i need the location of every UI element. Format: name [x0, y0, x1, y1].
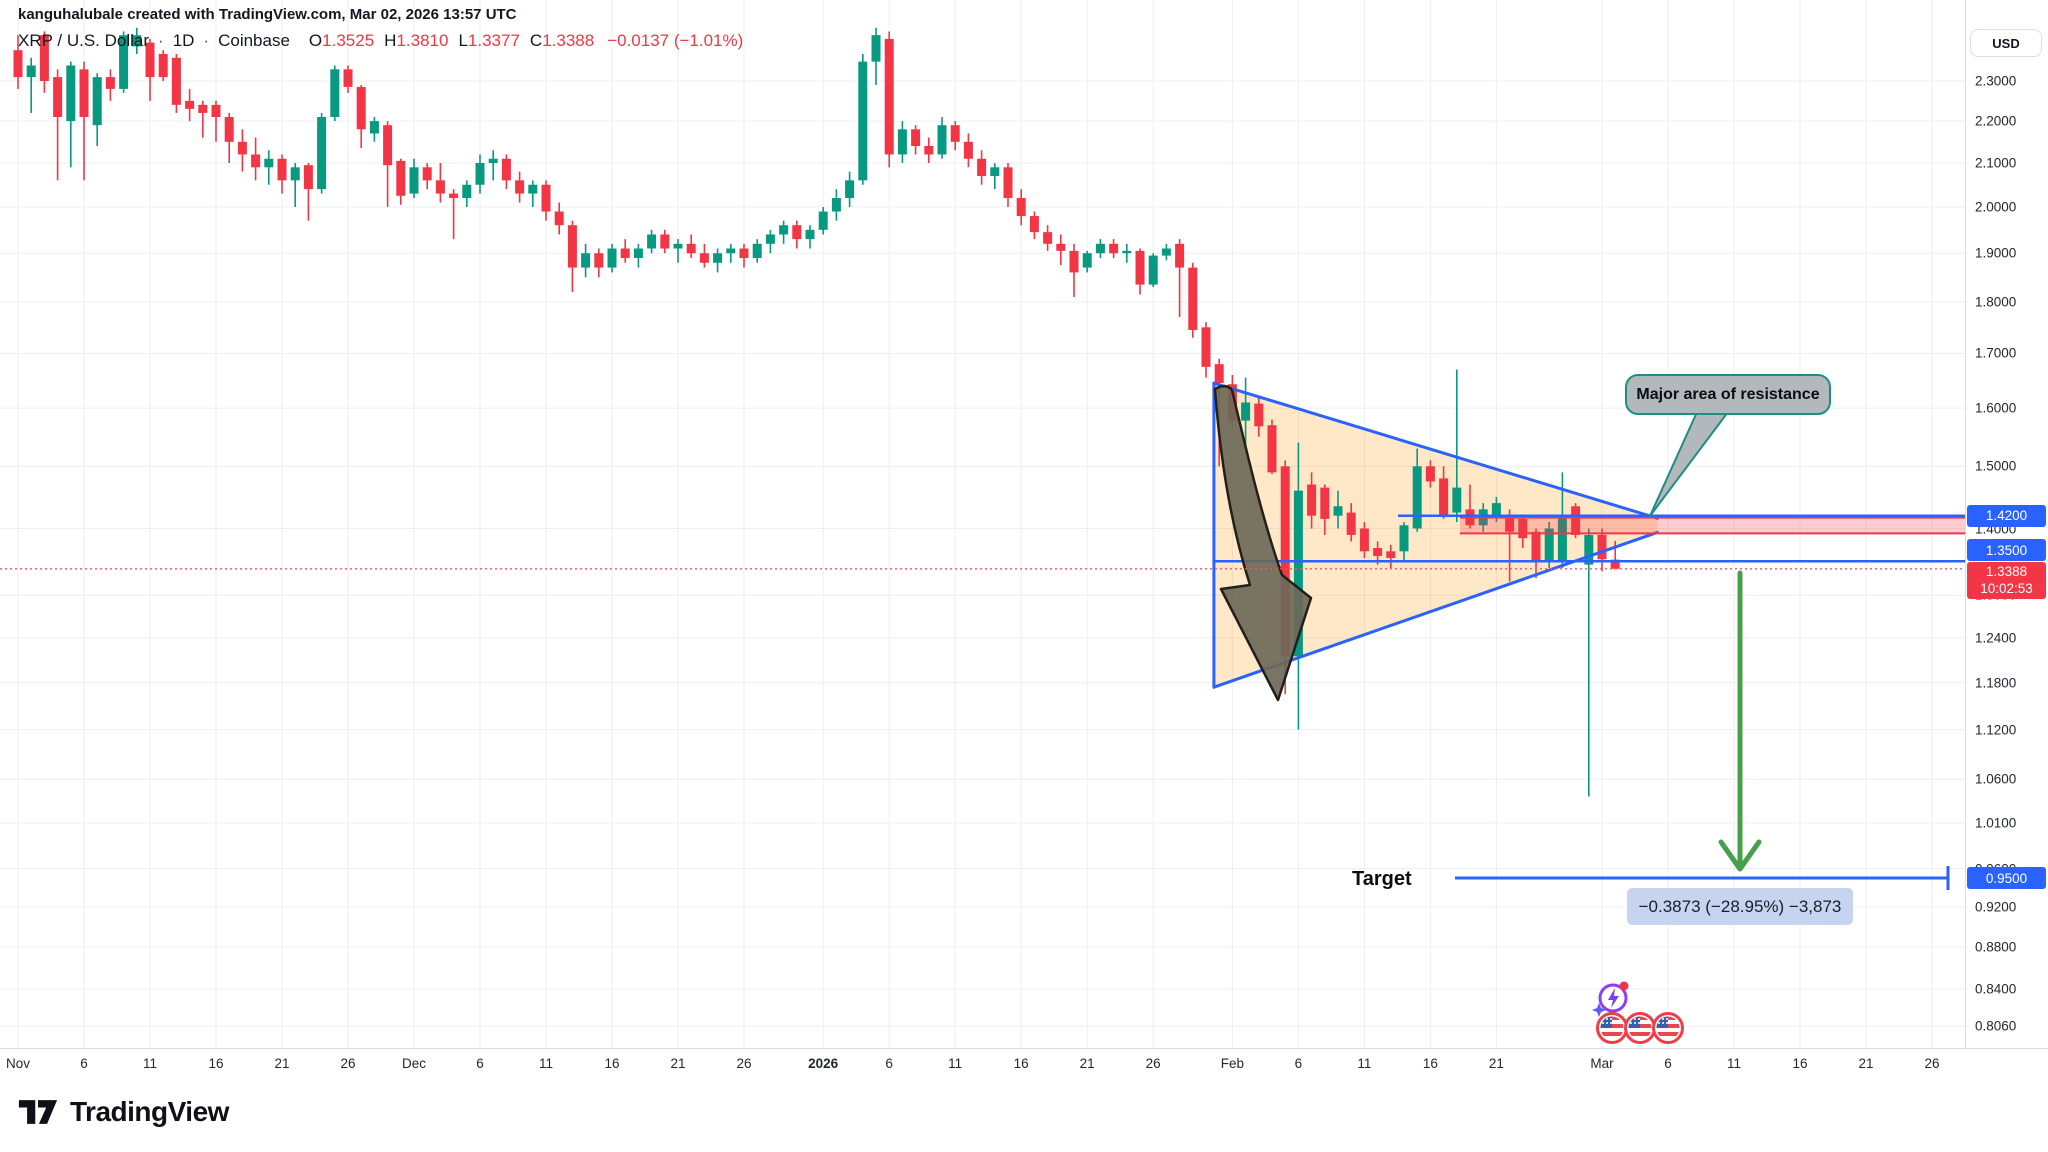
ohlc-letter: L	[458, 31, 468, 50]
price-axis-label: 1.2400	[1975, 630, 2017, 646]
currency-usd-button[interactable]: USD	[1970, 29, 2042, 57]
time-axis-label: 16	[1013, 1056, 1029, 1071]
price-axis-label: 0.8400	[1975, 981, 2017, 997]
price-axis[interactable]: USD 2.3000 2.2000 2.1000 2.0000 1.9000 1.8000…	[1965, 0, 2048, 1048]
time-axis-label: 21	[1079, 1056, 1095, 1071]
price-level-badge: 0.9500	[1967, 867, 2046, 890]
legend-separator: ·	[203, 31, 210, 50]
time-axis-label: 11	[1726, 1056, 1741, 1071]
price-axis-label: 1.5000	[1975, 458, 2017, 474]
attribution: kanguhalubale created with TradingView.c…	[18, 6, 517, 23]
price-axis-label: 0.8800	[1975, 939, 2017, 955]
time-axis-label: 16	[1792, 1056, 1808, 1071]
tradingview-wordmark: TradingView	[70, 1096, 229, 1127]
flash-event-icon[interactable]	[1592, 981, 1629, 1018]
time-axis-label: 26	[340, 1056, 356, 1071]
time-axis-label: 6	[1294, 1056, 1303, 1071]
time-axis-label: 6	[885, 1056, 893, 1071]
time-axis-label: Dec	[401, 1056, 426, 1071]
ohlc-letter: H	[384, 31, 397, 50]
price-axis-label: 1.7000	[1975, 345, 2017, 361]
price-axis-label: 1.0100	[1975, 815, 2017, 831]
price-axis-label: 1.1800	[1975, 675, 2017, 691]
time-axis-label: 21	[1488, 1056, 1504, 1071]
time-axis-label: 21	[1858, 1056, 1874, 1071]
time-axis-label: Mar	[1590, 1056, 1614, 1071]
time-axis-label: 26	[736, 1056, 752, 1071]
ohlc-value: 1.3377	[467, 31, 520, 50]
price-axis-label: 1.9000	[1975, 245, 2017, 261]
ohlc-values: O1.3525 H1.3810 L1.3377 C1.3388	[299, 31, 594, 51]
price-axis-label: 1.8000	[1975, 294, 2017, 310]
tradingview-logo[interactable]: TradingView	[16, 1092, 229, 1132]
time-axis[interactable]: Nov 6 11 16 21 26 Dec 6 11 16 21 26 2026 6 11 16 21 26 Feb…	[0, 1048, 2048, 1083]
time-axis-label: 2026	[808, 1056, 839, 1071]
time-axis-label: 6	[1664, 1056, 1672, 1071]
price-axis-label: 2.0000	[1975, 199, 2017, 215]
current-price-badge: 1.3388 10:02:53	[1967, 561, 2046, 599]
measure-label[interactable]: −0.3873 (−28.95%) −3,873	[1627, 888, 1853, 925]
exchange-label: Coinbase	[218, 31, 290, 50]
us-economic-event-icon[interactable]	[1596, 1012, 1684, 1044]
time-axis-label: Nov	[5, 1056, 30, 1071]
time-axis-label: 16	[604, 1056, 620, 1071]
time-axis-label: 6	[80, 1056, 88, 1071]
ohlc-letter: C	[529, 31, 543, 50]
price-axis-label: 0.8060	[1975, 1018, 2017, 1034]
badge-price: 1.4200	[1985, 508, 2028, 524]
price-axis-label: 2.3000	[1975, 73, 2017, 89]
legend-separator: ·	[158, 31, 164, 50]
event-icons[interactable]	[1586, 976, 1716, 1050]
time-axis-label: 16	[1422, 1056, 1438, 1071]
ohlc-value: 1.3810	[396, 31, 449, 50]
price-axis-label: 2.1000	[1975, 155, 2017, 171]
badge-price: 0.9500	[1985, 870, 2028, 886]
price-axis-label: 1.1200	[1975, 722, 2017, 738]
callout-major-resistance[interactable]: Major area of resistance	[1625, 374, 1831, 415]
time-axis-label: 6	[476, 1056, 484, 1071]
time-axis-label: 11	[1357, 1056, 1372, 1071]
time-axis-label: Feb	[1220, 1056, 1245, 1071]
time-axis-label: 26	[1924, 1056, 1940, 1071]
change-value: −0.0137 (−1.01%)	[607, 31, 744, 50]
badge-price: 1.3388	[1985, 564, 2028, 580]
symbol-name[interactable]: XRP / U.S. Dollar	[18, 31, 150, 50]
time-axis-label: 11	[142, 1056, 157, 1071]
price-axis-label: 1.6000	[1975, 400, 2017, 416]
price-axis-label: 0.9200	[1975, 899, 2017, 915]
time-axis-label: 11	[538, 1056, 553, 1071]
badge-countdown: 10:02:53	[1980, 581, 2033, 597]
interval-label[interactable]: 1D	[172, 31, 195, 50]
price-level-badge: 1.3500	[1967, 539, 2046, 562]
time-axis-label: 16	[208, 1056, 224, 1071]
ohlc-letter: O	[308, 31, 323, 50]
callout-text: Major area of resistance	[1636, 385, 1820, 403]
time-axis-label: 21	[274, 1056, 290, 1071]
badge-price: 1.3500	[1985, 542, 2028, 558]
target-label[interactable]: Target	[1352, 868, 1412, 890]
tradingview-logo-icon	[18, 1100, 58, 1124]
time-axis-label: 26	[1145, 1056, 1161, 1071]
time-axis-label: 11	[948, 1056, 963, 1071]
attribution-text: created with TradingView.com, Mar 02, 20…	[123, 6, 517, 23]
ohlc-value: 1.3525	[322, 31, 375, 50]
price-level-badge: 1.4200	[1967, 504, 2046, 527]
time-axis-label: 21	[670, 1056, 686, 1071]
symbol-legend[interactable]: XRP / U.S. Dollar · 1D · Coinbase O1.352…	[18, 31, 743, 51]
ohlc-value: 1.3388	[542, 31, 595, 50]
attribution-username: kanguhalubale	[18, 6, 124, 23]
price-axis-label: 1.0600	[1975, 771, 2017, 787]
measure-text: −0.3873 (−28.95%) −3,873	[1638, 896, 1842, 916]
price-axis-label: 2.2000	[1975, 113, 2017, 129]
